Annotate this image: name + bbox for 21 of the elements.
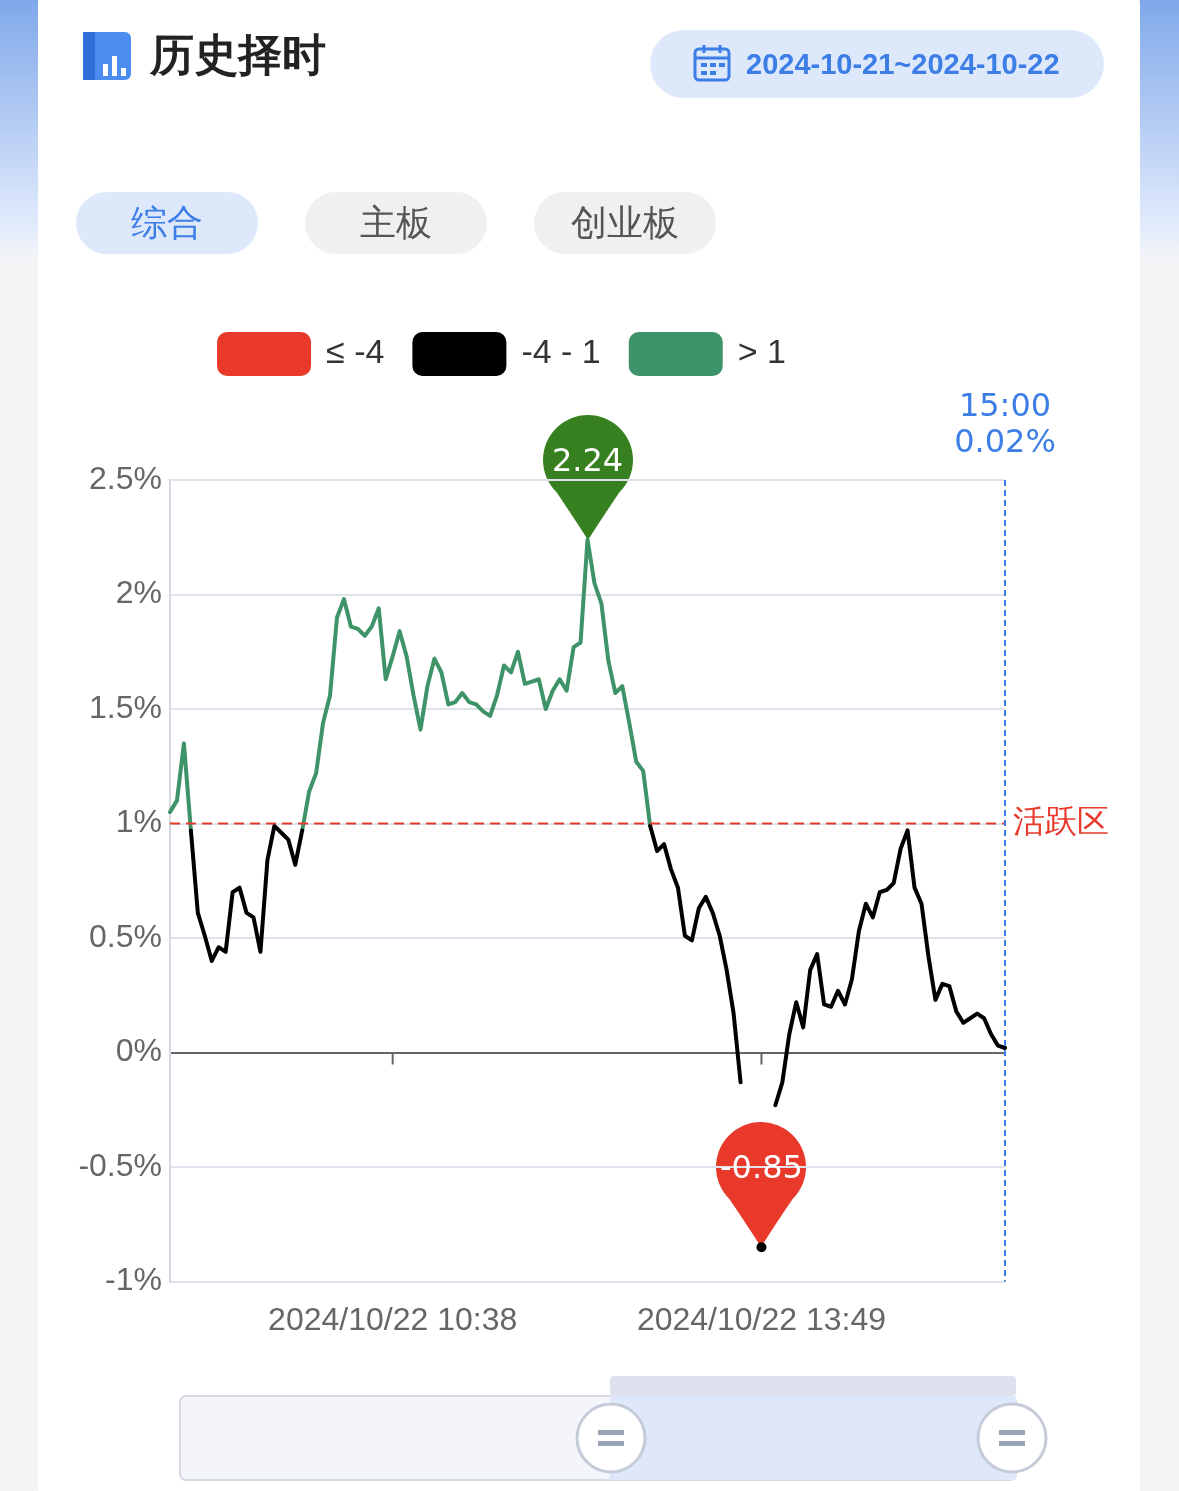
y-tick-label: 1% [115, 803, 162, 840]
y-tick-label: -0.5% [78, 1146, 162, 1183]
text: 15:00 0.02% [954, 386, 1056, 460]
ref-line-label: 活跃区 [1013, 801, 1109, 840]
x-tick-label: 2024/10/22 10:38 [268, 1300, 518, 1337]
text: 主板 [305, 192, 487, 254]
legend-label: ≤ -4 [326, 332, 385, 371]
chart-title: 历史择时 [150, 28, 326, 82]
y-tick-label: 2% [115, 574, 162, 611]
legend-label: -4 - 1 [521, 332, 601, 371]
legend-label: > 1 [737, 332, 786, 371]
y-tick-label: 0% [115, 1032, 162, 1069]
y-tick-label: 1.5% [89, 688, 162, 725]
y-tick-label: 2.5% [89, 459, 162, 496]
annotation: 2.24 [550, 439, 625, 480]
chart-subtitle: 2024-10-21~2024-10-22 [650, 30, 1104, 98]
y-tick-label: -1% [105, 1261, 162, 1298]
text: 综合 [76, 192, 258, 254]
x-tick-label: 2024/10/22 13:49 [636, 1300, 887, 1337]
text: 创业板 [534, 192, 716, 254]
y-tick-label: 0.5% [89, 917, 162, 954]
